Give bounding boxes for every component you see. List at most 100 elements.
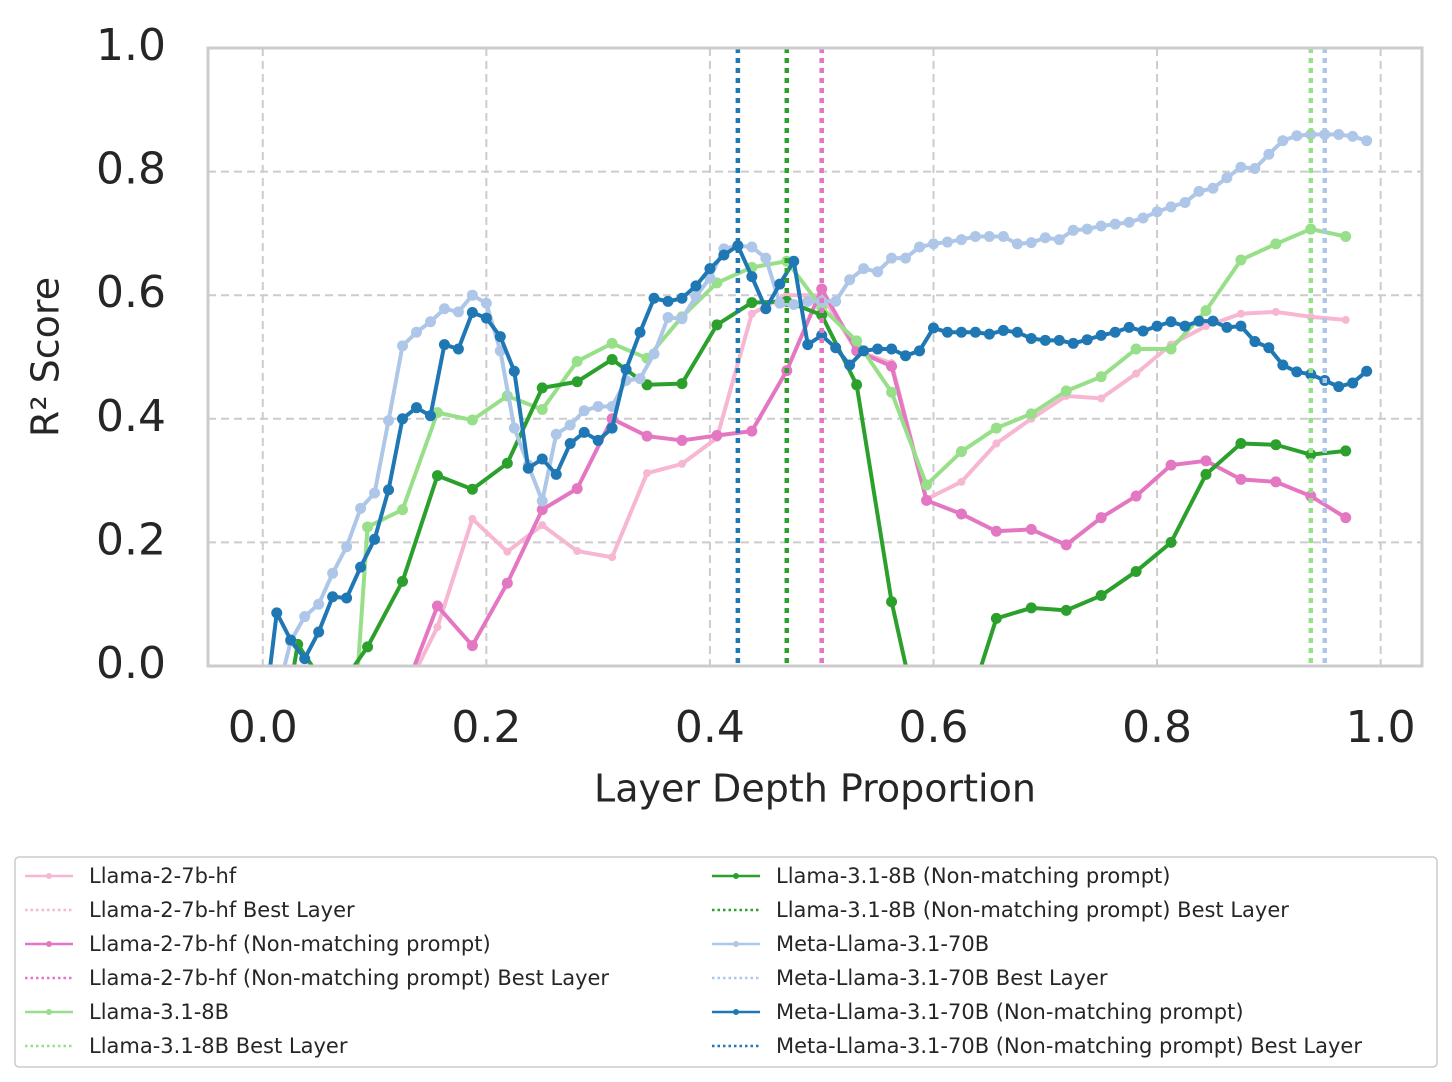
- series-point: [1277, 135, 1289, 147]
- series-point: [424, 410, 436, 422]
- series-point: [914, 241, 926, 253]
- series-point: [271, 607, 283, 619]
- series-point: [851, 379, 863, 391]
- series-point: [990, 612, 1002, 624]
- series-point: [990, 525, 1002, 537]
- series-point: [760, 252, 772, 264]
- series-point: [431, 470, 443, 482]
- series-point: [1095, 371, 1107, 383]
- legend-label: Meta-Llama-3.1-70B: [776, 932, 989, 956]
- x-tick-label: 0.2: [451, 702, 521, 753]
- series-point: [1361, 365, 1373, 377]
- series-point: [1305, 368, 1317, 380]
- plot-area: [268, 48, 1373, 826]
- series-point: [1347, 130, 1359, 142]
- series-point: [608, 553, 617, 562]
- series-point: [990, 422, 1002, 434]
- series-point: [550, 428, 562, 440]
- series-point: [747, 309, 756, 318]
- series-point: [746, 425, 758, 437]
- series-point: [438, 339, 450, 351]
- series-point: [592, 400, 604, 412]
- x-axis-label: Layer Depth Proportion: [594, 767, 1036, 811]
- series-point: [816, 329, 828, 341]
- series-point: [676, 434, 688, 446]
- series-point: [955, 446, 967, 458]
- series-point: [858, 345, 870, 357]
- series-point: [292, 815, 303, 826]
- series-point: [285, 634, 297, 646]
- series-point: [711, 319, 723, 331]
- series-point: [1305, 449, 1317, 461]
- series-point: [466, 414, 478, 426]
- series-point: [1235, 320, 1247, 332]
- series-point: [399, 693, 407, 701]
- series-point: [438, 303, 450, 315]
- series-point: [536, 404, 548, 416]
- series-point: [1235, 161, 1247, 173]
- series-point: [1039, 232, 1051, 244]
- series-point: [364, 755, 372, 763]
- series-point: [1179, 197, 1191, 208]
- series-point: [1095, 590, 1107, 602]
- series-point: [1271, 307, 1280, 316]
- y-tick-label: 0.4: [96, 391, 166, 442]
- series-point: [1060, 385, 1072, 397]
- series-point: [1137, 325, 1149, 337]
- series-point: [997, 230, 1009, 242]
- series-point: [662, 295, 674, 307]
- legend-label: Meta-Llama-3.1-70B Best Layer: [776, 966, 1108, 990]
- series-point: [1067, 337, 1079, 349]
- series-point: [397, 575, 409, 587]
- series-point: [522, 462, 534, 474]
- series-point: [508, 365, 520, 377]
- series-point: [1221, 321, 1233, 333]
- series-point: [369, 487, 381, 499]
- series-point: [299, 653, 311, 665]
- legend-marker: [46, 1009, 52, 1015]
- series-point: [969, 230, 981, 242]
- series-point: [941, 236, 953, 248]
- series-point: [774, 278, 786, 290]
- series-point: [1270, 439, 1282, 451]
- series-point: [1011, 238, 1023, 250]
- series-point: [886, 596, 898, 608]
- series-point: [466, 307, 478, 319]
- series-point: [571, 483, 583, 495]
- series-point: [606, 422, 618, 434]
- series-point: [1095, 220, 1107, 232]
- series-point: [503, 547, 512, 556]
- series-point: [1132, 369, 1141, 378]
- series-point: [294, 817, 302, 825]
- series-point: [788, 298, 800, 310]
- legend-label: Llama-3.1-8B (Non-matching prompt): [776, 864, 1171, 888]
- series-point: [550, 468, 562, 480]
- series-point: [573, 547, 582, 556]
- series-point: [1207, 315, 1219, 327]
- series-point: [327, 784, 338, 795]
- legend-marker: [46, 941, 52, 947]
- series-point: [1130, 343, 1142, 355]
- series-point: [431, 600, 443, 612]
- series-point: [900, 350, 912, 362]
- series-point: [369, 533, 381, 545]
- series-point: [886, 360, 898, 372]
- series-point: [941, 326, 953, 338]
- legend-label: Llama-3.1-8B: [89, 1000, 229, 1024]
- series-point: [397, 413, 409, 425]
- series-point: [643, 469, 652, 478]
- legend-marker: [733, 1009, 739, 1015]
- series-point: [1200, 455, 1212, 467]
- series-point: [816, 309, 828, 321]
- series-point: [424, 316, 436, 328]
- series-point: [1060, 604, 1072, 616]
- y-tick-label: 0.8: [96, 144, 166, 195]
- series-point: [299, 611, 311, 623]
- series-point: [1095, 512, 1107, 524]
- series-point: [355, 502, 367, 514]
- series-point: [452, 343, 464, 355]
- series-point: [1081, 334, 1093, 346]
- legend-label: Meta-Llama-3.1-70B (Non-matching prompt): [776, 1000, 1244, 1024]
- series-point: [955, 508, 967, 520]
